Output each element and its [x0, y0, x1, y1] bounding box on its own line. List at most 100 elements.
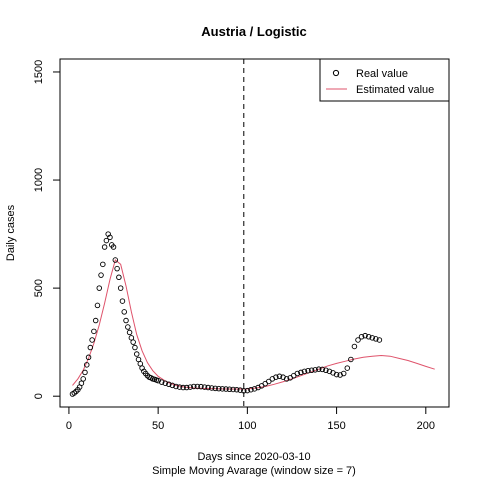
data-point [173, 383, 179, 390]
data-point [301, 368, 308, 375]
data-point [166, 381, 172, 388]
y-tick-label: 1500 [33, 60, 45, 84]
data-point [94, 302, 101, 309]
y-tick-label: 500 [33, 279, 45, 297]
data-point [117, 285, 124, 291]
data-point [169, 382, 176, 389]
x-tick-label: 100 [238, 420, 256, 432]
x-tick-label: 150 [327, 420, 345, 432]
data-point [91, 328, 97, 335]
data-point [96, 285, 103, 291]
data-point [362, 332, 368, 339]
data-point [298, 369, 304, 376]
data-point [114, 265, 120, 272]
legend-marker-real [332, 69, 340, 77]
data-point [333, 371, 340, 378]
data-point [121, 309, 127, 315]
x-tick-label: 0 [66, 420, 72, 432]
data-point [305, 367, 311, 374]
data-point [241, 388, 247, 394]
data-point [125, 324, 131, 330]
data-point [244, 387, 251, 394]
x-axis-label: Days since 2020-03-10 [197, 451, 310, 463]
data-point [308, 367, 315, 374]
data-point [373, 336, 379, 342]
chart-title: Austria / Logistic [201, 24, 306, 39]
data-point [355, 337, 361, 343]
data-point [85, 354, 92, 361]
x-tick-label: 200 [417, 420, 435, 432]
data-point [191, 383, 197, 390]
data-point [198, 383, 204, 390]
y-tick-label: 0 [33, 393, 45, 399]
data-point [101, 244, 108, 250]
data-point [180, 384, 186, 391]
data-point [344, 365, 351, 371]
data-point [84, 362, 90, 368]
data-point [103, 237, 110, 244]
data-point [348, 356, 354, 363]
data-point [87, 344, 94, 351]
data-point [187, 384, 194, 390]
data-point [376, 337, 383, 343]
data-point [230, 386, 236, 393]
legend-box [319, 58, 450, 102]
legend-label-real: Real value [356, 68, 408, 80]
data-point [89, 337, 95, 343]
data-point [365, 334, 372, 340]
data-point [100, 261, 106, 268]
data-point [323, 367, 329, 374]
data-point [266, 378, 272, 385]
data-point [176, 384, 183, 390]
data-point [251, 386, 258, 392]
data-point [208, 385, 215, 391]
data-point [162, 380, 169, 386]
data-point [276, 373, 283, 380]
data-point [158, 379, 165, 385]
x-tick-label: 50 [152, 420, 164, 432]
data-point [319, 366, 326, 373]
data-point [273, 374, 279, 380]
data-point [351, 343, 358, 350]
legend: Real value Estimated value [319, 58, 450, 102]
data-point [126, 329, 133, 336]
data-point [107, 234, 113, 241]
data-point [116, 274, 122, 281]
data-point [98, 272, 104, 278]
data-point [92, 317, 99, 324]
x-axis-sublabel: Simple Moving Avarage (window size = 7) [152, 465, 356, 477]
data-point [205, 384, 211, 391]
data-point [223, 386, 229, 392]
y-axis-label: Daily cases [5, 204, 17, 261]
data-point [80, 376, 86, 382]
data-point [369, 335, 376, 341]
data-point [183, 384, 190, 391]
real-value-series [69, 231, 383, 397]
data-point [130, 339, 136, 345]
data-point [123, 317, 129, 324]
y-axis: 0 500 1000 1500 [33, 60, 61, 399]
data-point [358, 334, 365, 340]
x-axis: 0 50 100 150 200 [66, 406, 435, 432]
data-point [110, 244, 117, 250]
data-point [312, 367, 318, 373]
data-point [194, 383, 201, 390]
legend-label-estimated: Estimated value [356, 84, 434, 96]
data-point [219, 386, 226, 392]
data-point [133, 351, 140, 357]
data-point [212, 385, 218, 392]
y-tick-label: 1000 [33, 168, 45, 192]
data-point [315, 366, 322, 372]
data-point [294, 370, 301, 377]
data-point [237, 387, 243, 393]
data-point [82, 369, 88, 376]
data-point [340, 370, 347, 377]
data-point [73, 388, 79, 395]
data-point [132, 344, 138, 351]
data-point [119, 298, 126, 304]
data-point [216, 385, 222, 392]
data-point [226, 386, 233, 393]
data-point [233, 386, 240, 393]
data-point [112, 257, 119, 263]
